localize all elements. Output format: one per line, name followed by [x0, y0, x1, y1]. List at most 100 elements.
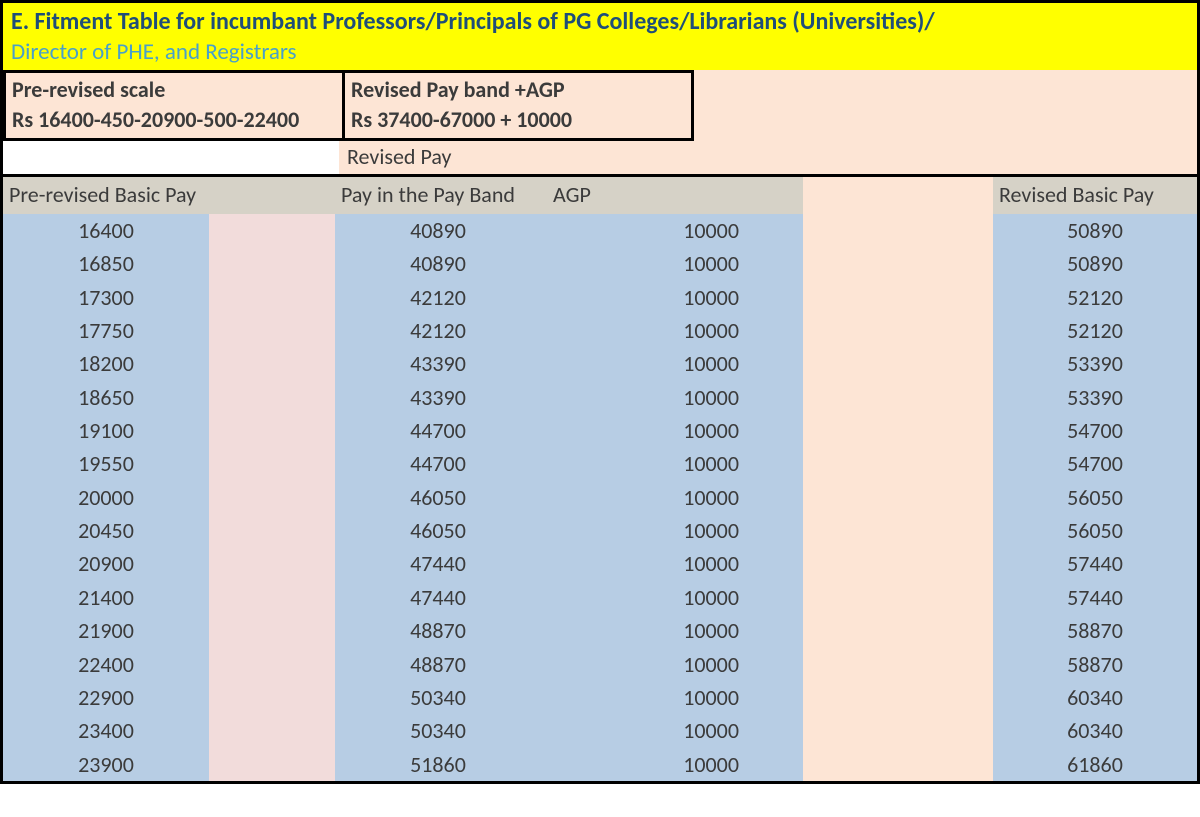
cell-agp: 10000: [541, 281, 803, 314]
cell-pre-revised: 20000: [3, 481, 209, 514]
cell-gap: [803, 748, 993, 781]
cell-agp: 10000: [541, 581, 803, 614]
cell-gap: [209, 681, 335, 714]
cell-gap: [209, 515, 335, 548]
header-agp: AGP: [541, 177, 803, 214]
cell-gap: [803, 715, 993, 748]
cell-revised: 50890: [993, 248, 1197, 281]
table-row: 17300421201000052120: [3, 281, 1197, 314]
cell-agp: 10000: [541, 615, 803, 648]
cell-pre-revised: 23900: [3, 748, 209, 781]
cell-pre-revised: 21400: [3, 581, 209, 614]
cell-pre-revised: 19100: [3, 415, 209, 448]
header-revised: Revised Basic Pay: [993, 177, 1197, 214]
table-row: 16400 4089010000 50890: [3, 214, 1197, 247]
cell-pre-revised: 22900: [3, 681, 209, 714]
header-pre-revised: Pre-revised Basic Pay: [3, 177, 335, 214]
header-gap: [803, 177, 993, 214]
cell-pre-revised: 22400: [3, 648, 209, 681]
pre-revised-scale-value: Rs 16400-450-20900-500-22400: [12, 105, 332, 135]
cell-agp: 10000: [541, 214, 803, 247]
cell-revised: 58870: [993, 648, 1197, 681]
cell-agp: 10000: [541, 248, 803, 281]
cell-revised: 56050: [993, 515, 1197, 548]
cell-gap: [803, 581, 993, 614]
pre-revised-scale-label: Pre-revised scale: [12, 75, 332, 105]
cell-gap: [209, 715, 335, 748]
cell-agp: 10000: [541, 348, 803, 381]
cell-gap: [803, 415, 993, 448]
cell-revised: 54700: [993, 448, 1197, 481]
scale-box: Pre-revised scale Rs 16400-450-20900-500…: [3, 70, 694, 141]
table-row: 19550447001000054700: [3, 448, 1197, 481]
cell-pay-band: 46050: [335, 515, 541, 548]
cell-pay-band: 43390: [335, 348, 541, 381]
cell-agp: 10000: [541, 515, 803, 548]
cell-agp: 10000: [541, 314, 803, 347]
table-body: 1640040890100005089016850408901000050890…: [3, 214, 1197, 781]
cell-pre-revised: 21900: [3, 615, 209, 648]
header-pay-band: Pay in the Pay Band: [335, 177, 541, 214]
cell-pay-band: 46050: [335, 481, 541, 514]
cell-pay-band: 44700: [335, 448, 541, 481]
cell-gap: [803, 448, 993, 481]
cell-agp: 10000: [541, 448, 803, 481]
cell-gap: [803, 515, 993, 548]
cell-revised: 60340: [993, 715, 1197, 748]
cell-pre-revised: 20450: [3, 515, 209, 548]
cell-agp: 10000: [541, 548, 803, 581]
cell-gap: [209, 448, 335, 481]
cell-gap: [209, 615, 335, 648]
cell-agp: 10000: [541, 681, 803, 714]
scale-row: Pre-revised scale Rs 16400-450-20900-500…: [3, 70, 1197, 141]
cell-gap: [803, 548, 993, 581]
cell-pre-revised: 17300: [3, 281, 209, 314]
cell-pay-band: 43390: [335, 381, 541, 414]
cell-pay-band: 50340: [335, 715, 541, 748]
cell-pay-band: 44700: [335, 415, 541, 448]
cell-pay-band: 48870: [335, 615, 541, 648]
table-row: 17750421201000052120: [3, 314, 1197, 347]
table-row: 20450 4605010000 56050: [3, 515, 1197, 548]
revised-payband-cell: Revised Pay band +AGP Rs 37400-67000 + 1…: [342, 73, 691, 138]
table-row: 22900503401000060340: [3, 681, 1197, 714]
cell-pay-band: 40890: [335, 214, 541, 247]
cell-pay-band: 47440: [335, 548, 541, 581]
cell-pre-revised: 16400: [3, 214, 209, 247]
cell-gap: [803, 248, 993, 281]
cell-gap: [803, 481, 993, 514]
cell-gap: [209, 381, 335, 414]
cell-gap: [209, 248, 335, 281]
table-row: 16850 4089010000 50890: [3, 248, 1197, 281]
cell-pay-band: 50340: [335, 681, 541, 714]
cell-pre-revised: 23400: [3, 715, 209, 748]
cell-revised: 56050: [993, 481, 1197, 514]
cell-revised: 53390: [993, 381, 1197, 414]
cell-revised: 50890: [993, 214, 1197, 247]
cell-pay-band: 42120: [335, 314, 541, 347]
revised-payband-label: Revised Pay band +AGP: [351, 75, 681, 105]
cell-gap: [803, 681, 993, 714]
cell-revised: 53390: [993, 348, 1197, 381]
fitment-table-page: E. Fitment Table for incumbant Professor…: [0, 0, 1200, 784]
cell-agp: 10000: [541, 415, 803, 448]
cell-agp: 10000: [541, 381, 803, 414]
cell-pay-band: 40890: [335, 248, 541, 281]
table-row: 20000460501000056050: [3, 481, 1197, 514]
cell-agp: 10000: [541, 715, 803, 748]
cell-agp: 10000: [541, 648, 803, 681]
cell-pre-revised: 16850: [3, 248, 209, 281]
table-row: 21400 4744010000 57440: [3, 581, 1197, 614]
cell-gap: [209, 748, 335, 781]
cell-gap: [803, 348, 993, 381]
table-header-row: Pre-revised Basic Pay Pay in the Pay Ban…: [3, 174, 1197, 214]
cell-pre-revised: 17750: [3, 314, 209, 347]
cell-pay-band: 47440: [335, 581, 541, 614]
cell-revised: 57440: [993, 548, 1197, 581]
cell-gap: [209, 648, 335, 681]
cell-gap: [209, 481, 335, 514]
cell-revised: 57440: [993, 581, 1197, 614]
cell-gap: [803, 381, 993, 414]
cell-revised: 52120: [993, 281, 1197, 314]
cell-gap: [803, 648, 993, 681]
